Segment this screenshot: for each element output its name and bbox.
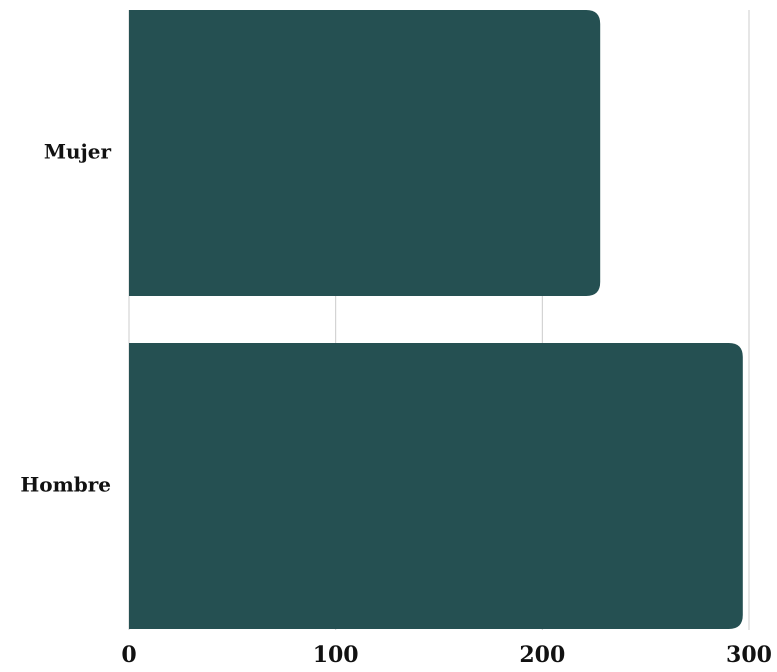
bar-hombre bbox=[129, 343, 743, 629]
category-label-mujer: Mujer bbox=[44, 140, 112, 164]
x-axis-tick-labels: 0 100 200 300 bbox=[121, 642, 772, 668]
x-tick-label-0: 0 bbox=[121, 642, 136, 668]
bars bbox=[129, 10, 743, 629]
x-tick-label-200: 200 bbox=[519, 642, 565, 668]
category-label-hombre: Hombre bbox=[20, 473, 111, 497]
bar-mujer bbox=[129, 10, 600, 296]
category-labels: Mujer Hombre bbox=[20, 140, 111, 497]
x-tick-label-300: 300 bbox=[726, 642, 772, 668]
x-tick-label-100: 100 bbox=[313, 642, 359, 668]
